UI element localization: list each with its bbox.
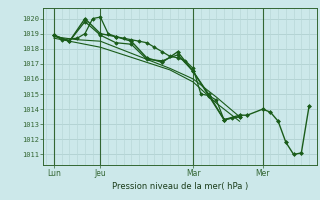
X-axis label: Pression niveau de la mer( hPa ): Pression niveau de la mer( hPa )	[112, 182, 248, 191]
